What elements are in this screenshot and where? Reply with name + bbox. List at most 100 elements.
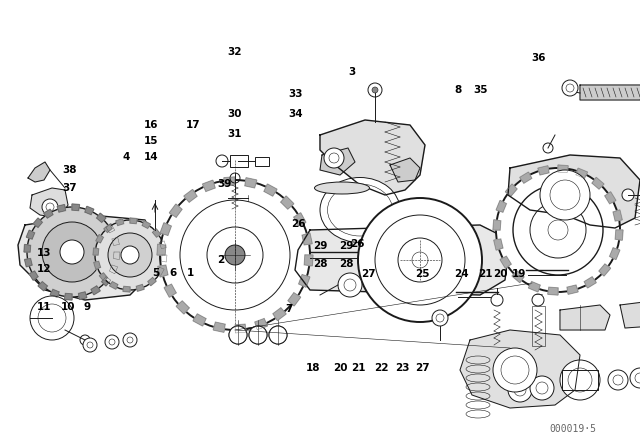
Polygon shape xyxy=(224,177,235,186)
Polygon shape xyxy=(99,273,108,281)
Polygon shape xyxy=(33,218,42,227)
Circle shape xyxy=(225,245,245,265)
Polygon shape xyxy=(65,293,72,300)
Circle shape xyxy=(83,338,97,352)
Polygon shape xyxy=(57,205,65,212)
Polygon shape xyxy=(538,166,549,175)
Polygon shape xyxy=(18,215,155,300)
Bar xyxy=(255,157,269,166)
Polygon shape xyxy=(304,255,313,266)
Polygon shape xyxy=(28,162,50,182)
Polygon shape xyxy=(24,245,31,252)
Polygon shape xyxy=(44,209,53,218)
Polygon shape xyxy=(567,285,578,294)
Polygon shape xyxy=(320,120,425,195)
Text: 33: 33 xyxy=(288,89,303,99)
Circle shape xyxy=(532,294,544,306)
Circle shape xyxy=(493,348,537,392)
Polygon shape xyxy=(161,255,167,262)
Circle shape xyxy=(160,180,310,330)
Circle shape xyxy=(630,368,640,388)
Text: 18: 18 xyxy=(306,363,321,373)
Polygon shape xyxy=(93,248,99,255)
Circle shape xyxy=(249,326,267,344)
Polygon shape xyxy=(130,218,137,224)
Polygon shape xyxy=(558,165,568,173)
Polygon shape xyxy=(460,330,580,408)
Circle shape xyxy=(121,246,139,264)
Text: 23: 23 xyxy=(396,363,410,373)
Circle shape xyxy=(338,273,362,297)
Ellipse shape xyxy=(314,182,369,194)
Polygon shape xyxy=(123,286,130,292)
Text: 26: 26 xyxy=(291,219,306,229)
Circle shape xyxy=(229,326,247,344)
Polygon shape xyxy=(493,220,500,230)
Text: 35: 35 xyxy=(474,85,488,95)
Polygon shape xyxy=(93,261,100,269)
Text: 27: 27 xyxy=(415,363,429,373)
Polygon shape xyxy=(620,300,640,328)
Polygon shape xyxy=(106,224,115,233)
Polygon shape xyxy=(320,148,355,175)
Text: 17: 17 xyxy=(186,121,200,130)
Polygon shape xyxy=(164,284,176,297)
Polygon shape xyxy=(506,184,517,196)
Polygon shape xyxy=(29,271,38,280)
Polygon shape xyxy=(615,230,623,240)
Polygon shape xyxy=(255,319,268,330)
Text: 21: 21 xyxy=(478,269,493,279)
Polygon shape xyxy=(203,180,215,191)
Polygon shape xyxy=(213,322,225,332)
Circle shape xyxy=(123,333,137,347)
Polygon shape xyxy=(176,301,189,314)
Polygon shape xyxy=(72,204,79,211)
Text: 32: 32 xyxy=(227,47,242,56)
Circle shape xyxy=(491,294,503,306)
Circle shape xyxy=(216,155,228,167)
Polygon shape xyxy=(104,224,112,233)
Circle shape xyxy=(269,326,287,344)
Text: 20: 20 xyxy=(333,363,348,373)
Text: 24: 24 xyxy=(454,269,469,279)
Polygon shape xyxy=(520,172,532,183)
Text: 28: 28 xyxy=(339,259,354,269)
Text: 25: 25 xyxy=(415,269,429,279)
Circle shape xyxy=(30,296,74,340)
Polygon shape xyxy=(496,201,506,212)
Polygon shape xyxy=(116,219,124,225)
Polygon shape xyxy=(295,225,510,295)
Text: 20: 20 xyxy=(493,269,508,279)
Polygon shape xyxy=(613,210,622,221)
Polygon shape xyxy=(170,204,182,217)
Circle shape xyxy=(530,376,554,400)
Polygon shape xyxy=(302,233,312,245)
Bar xyxy=(230,155,248,167)
Text: 30: 30 xyxy=(227,109,242,119)
Text: 2: 2 xyxy=(218,255,225,265)
Circle shape xyxy=(432,310,448,326)
Text: 29: 29 xyxy=(339,241,353,251)
Text: 16: 16 xyxy=(144,121,159,130)
Polygon shape xyxy=(584,277,596,288)
Polygon shape xyxy=(184,190,197,202)
Polygon shape xyxy=(148,278,156,286)
Circle shape xyxy=(108,233,152,277)
Text: 7: 7 xyxy=(285,304,292,314)
Text: 27: 27 xyxy=(362,269,376,279)
Text: 26: 26 xyxy=(350,239,365,249)
Polygon shape xyxy=(24,258,32,267)
Circle shape xyxy=(508,378,532,402)
Text: 31: 31 xyxy=(227,129,242,139)
Bar xyxy=(562,370,598,390)
Ellipse shape xyxy=(320,177,400,242)
Polygon shape xyxy=(160,223,172,235)
Polygon shape xyxy=(193,314,206,326)
Polygon shape xyxy=(245,178,257,188)
Text: 34: 34 xyxy=(288,109,303,119)
Text: 22: 22 xyxy=(374,363,389,373)
Polygon shape xyxy=(79,292,87,299)
Polygon shape xyxy=(560,305,610,330)
Polygon shape xyxy=(599,264,611,276)
Polygon shape xyxy=(91,286,100,295)
